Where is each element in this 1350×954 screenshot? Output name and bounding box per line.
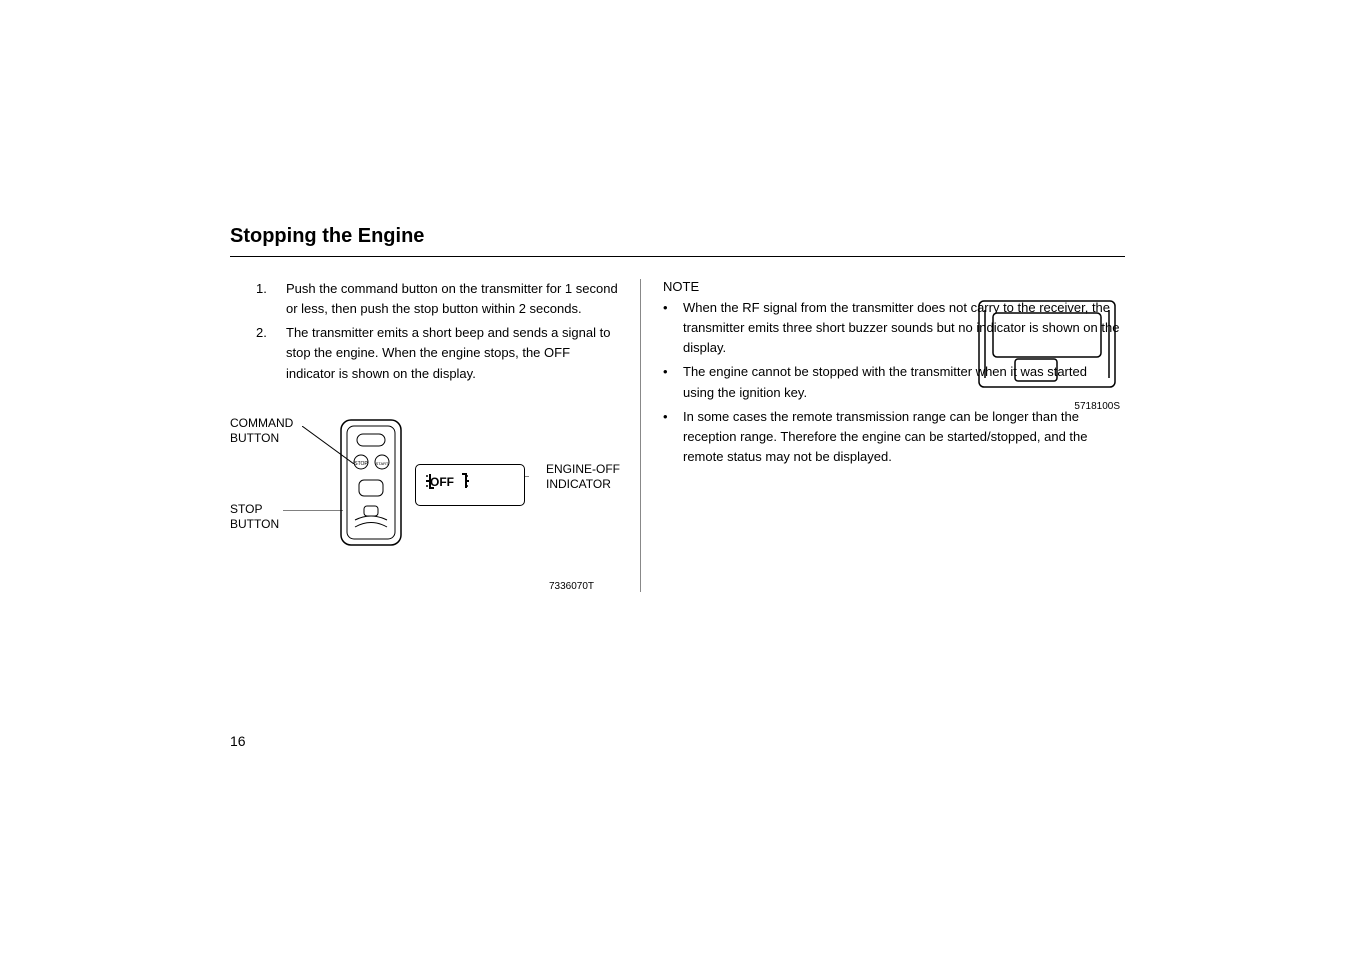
display-screen-icon: OFF [415,464,525,506]
section-heading: Stopping the Engine [230,225,1125,248]
step-item: 2. The transmitter emits a short beep an… [256,323,620,383]
svg-text:STOP: STOP [354,461,368,467]
bullet-icon: • [663,298,683,358]
note-figure: 5718100S [975,297,1120,412]
step-text: The transmitter emits a short beep and s… [286,323,620,383]
step-text: Push the command button on the transmitt… [286,279,620,319]
svg-text:START: START [376,461,389,466]
engine-off-label: ENGINE-OFF INDICATOR [546,462,620,493]
heading-rule [230,256,1125,257]
stop-button-label: STOP BUTTON [230,502,279,533]
transmitter-diagram: COMMAND BUTTON STOP BUTTON ENGINE-OFF IN… [230,412,620,592]
right-column: NOTE 5718100S • When the RF signal from … [640,279,1120,592]
note-text: In some cases the remote transmission ra… [683,407,1120,467]
steps-list: 1. Push the command button on the transm… [256,279,620,384]
note-figure-caption: 5718100S [975,401,1120,412]
off-indicator-text: OFF [430,475,454,489]
step-number: 2. [256,323,286,383]
bullet-icon: • [663,407,683,467]
leader-line-stop-icon [283,510,343,511]
transmitter-icon: STOP START [335,412,407,552]
command-button-label: COMMAND BUTTON [230,416,293,447]
step-item: 1. Push the command button on the transm… [256,279,620,319]
note-heading: NOTE [663,279,1120,294]
page-number: 16 [230,733,246,749]
note-item: • In some cases the remote transmission … [663,407,1120,467]
bullet-icon: • [663,362,683,402]
step-number: 1. [256,279,286,319]
left-column: 1. Push the command button on the transm… [230,279,620,592]
diagram-caption: 7336070T [549,581,594,592]
blank-display-icon [975,297,1120,392]
